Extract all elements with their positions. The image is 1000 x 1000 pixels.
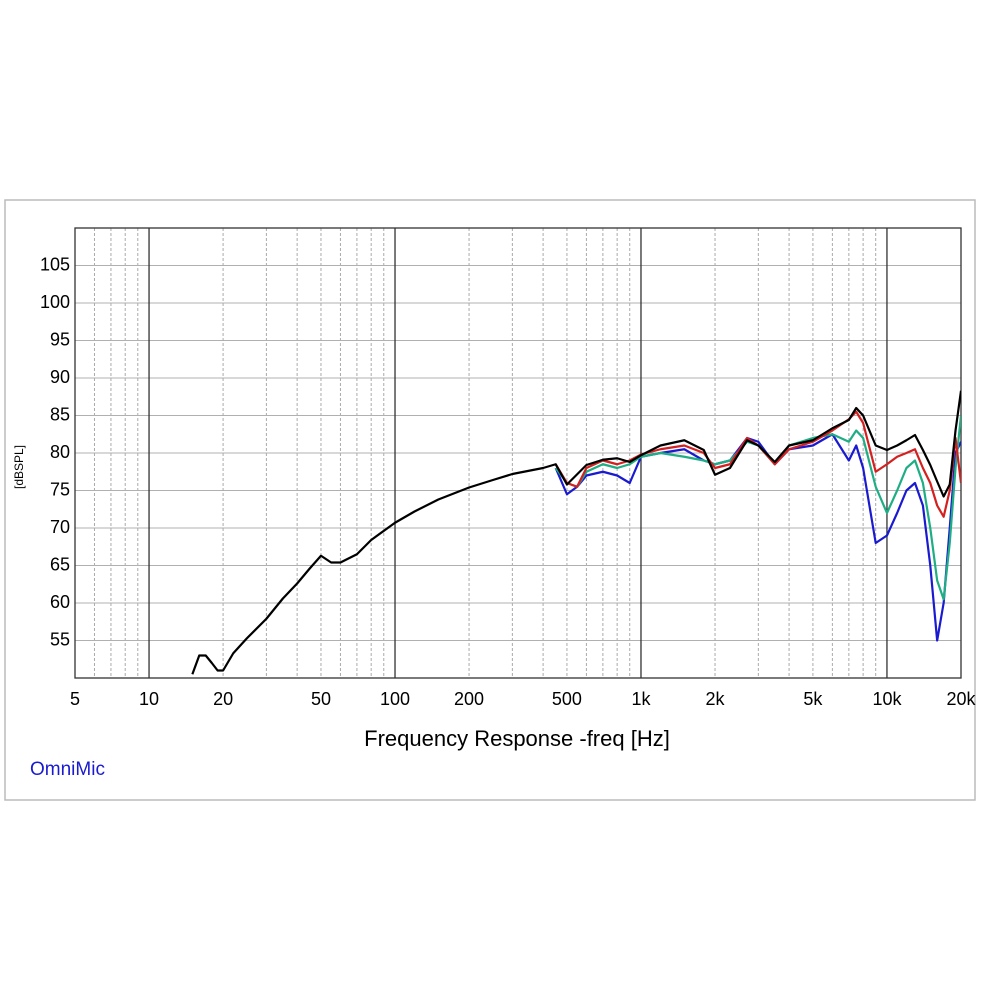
y-tick-label: 90 [50, 367, 70, 387]
watermark: OmniMic [30, 759, 105, 780]
plot-border [74, 227, 962, 679]
series-line [554, 433, 961, 642]
x-tick-label: 5k [803, 689, 823, 709]
x-tick-label: 50 [311, 689, 331, 709]
series-line [191, 390, 961, 675]
x-tick-label: 1k [631, 689, 651, 709]
y-tick-label: 95 [50, 329, 70, 349]
x-tick-label: 20 [213, 689, 233, 709]
y-tick-label: 75 [50, 479, 70, 499]
x-tick-label: 20k [946, 689, 976, 709]
y-tick-label: 85 [50, 404, 70, 424]
series-line [554, 410, 961, 518]
x-tick-label: 200 [454, 689, 484, 709]
y-tick-label: 100 [40, 292, 70, 312]
x-tick-label: 500 [552, 689, 582, 709]
x-tick-label: 100 [380, 689, 410, 709]
x-tick-label: 10 [139, 689, 159, 709]
y-tick-label: 105 [40, 254, 70, 274]
x-tick-label: 5 [70, 689, 80, 709]
chart-frame [4, 199, 976, 801]
y-axis-label: [dBSPL] [12, 445, 26, 489]
y-tick-label: 60 [50, 592, 70, 612]
x-axis-label: Frequency Response -freq [Hz] [364, 726, 670, 751]
y-tick-label: 70 [50, 517, 70, 537]
x-tick-label: 10k [872, 689, 902, 709]
y-tick-label: 80 [50, 442, 70, 462]
x-tick-label: 2k [706, 689, 726, 709]
y-tick-label: 55 [50, 629, 70, 649]
y-tick-label: 65 [50, 554, 70, 574]
